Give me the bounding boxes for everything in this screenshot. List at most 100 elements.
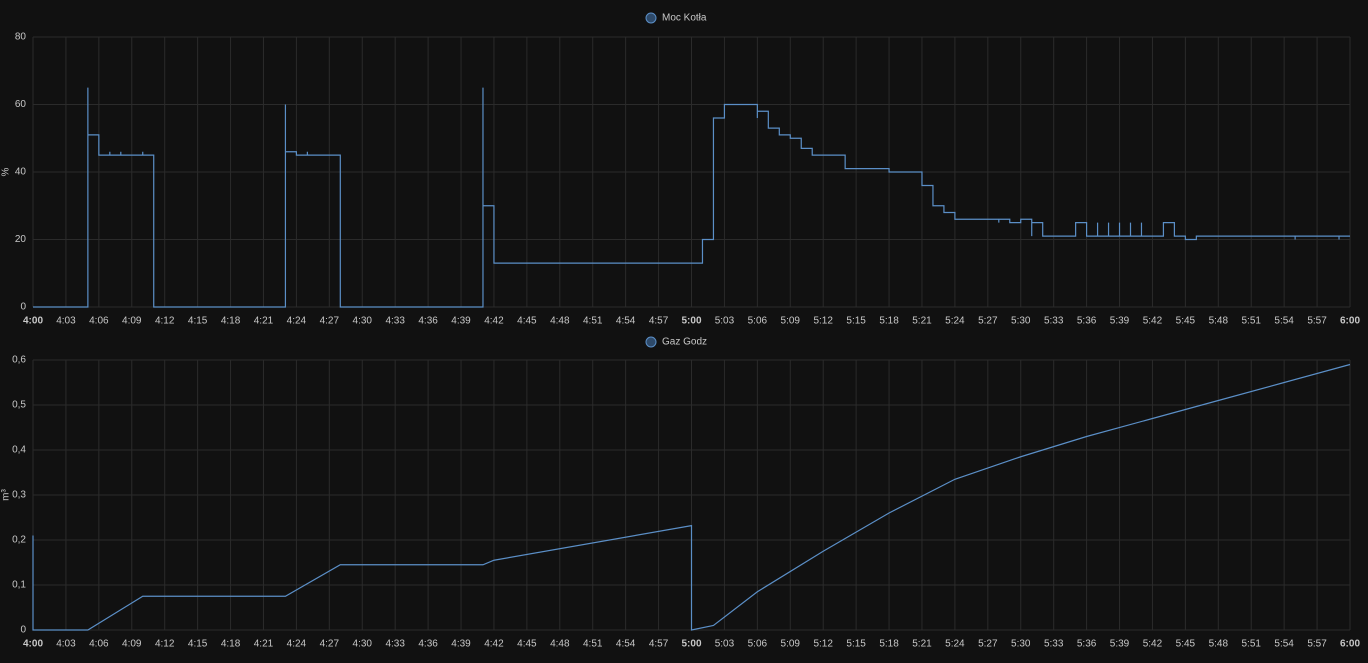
x-tick-label: 5:48: [1209, 316, 1229, 327]
x-tick-label: 5:39: [1110, 639, 1130, 650]
x-tick-label: 5:57: [1307, 639, 1327, 650]
x-tick-label: 5:39: [1110, 316, 1130, 327]
x-tick-label: 5:51: [1241, 639, 1261, 650]
x-tick-label: 5:18: [879, 639, 899, 650]
y-tick-label: 60: [15, 99, 27, 110]
x-tick-label: 5:30: [1011, 316, 1031, 327]
y-tick-label: 80: [15, 32, 27, 43]
x-tick-label: 4:30: [353, 316, 373, 327]
y-tick-label: 0,4: [12, 445, 26, 456]
x-tick-label: 5:18: [879, 316, 899, 327]
x-tick-label: 5:33: [1044, 316, 1064, 327]
x-tick-label: 5:24: [945, 316, 965, 327]
x-tick-label: 5:33: [1044, 639, 1064, 650]
x-tick-label: 4:03: [56, 639, 76, 650]
x-tick-label: 6:00: [1340, 639, 1360, 650]
x-tick-label: 4:03: [56, 316, 76, 327]
y-tick-label: 40: [15, 167, 27, 178]
legend-swatch: [645, 12, 657, 24]
x-tick-label: 5:57: [1307, 316, 1327, 327]
x-tick-label: 4:57: [649, 316, 669, 327]
x-tick-label: 5:09: [781, 639, 801, 650]
x-tick-label: 4:15: [188, 639, 208, 650]
x-tick-label: 4:21: [254, 639, 274, 650]
y-tick-label: 0,3: [12, 490, 26, 501]
x-tick-label: 4:45: [517, 639, 537, 650]
x-tick-label: 4:21: [254, 316, 274, 327]
x-tick-label: 4:33: [385, 639, 405, 650]
legend-item: Gaz Godz: [645, 336, 707, 348]
x-tick-label: 5:21: [912, 639, 932, 650]
y-tick-label: 0,2: [12, 535, 26, 546]
x-tick-label: 4:06: [89, 639, 109, 650]
legend-label: Gaz Godz: [662, 337, 707, 348]
x-tick-label: 4:45: [517, 316, 537, 327]
y-axis-label: %: [1, 167, 12, 176]
x-tick-label: 4:42: [484, 639, 504, 650]
x-tick-label: 4:24: [287, 639, 307, 650]
x-tick-label: 4:12: [155, 316, 175, 327]
x-tick-label: 4:12: [155, 639, 175, 650]
x-tick-label: 4:24: [287, 316, 307, 327]
x-tick-label: 5:54: [1274, 639, 1294, 650]
x-tick-label: 4:51: [583, 316, 603, 327]
x-tick-label: 4:33: [385, 316, 405, 327]
x-tick-label: 4:36: [418, 639, 438, 650]
x-tick-label: 5:09: [781, 316, 801, 327]
y-tick-label: 0,5: [12, 400, 26, 411]
x-tick-label: 4:18: [221, 316, 241, 327]
legend-item: Moc Kotła: [645, 12, 707, 24]
x-tick-label: 4:54: [616, 316, 636, 327]
x-tick-label: 5:00: [681, 639, 701, 650]
y-axis-label: m³: [1, 489, 12, 501]
y-tick-label: 0: [20, 302, 26, 313]
x-tick-label: 4:18: [221, 639, 241, 650]
x-tick-label: 4:36: [418, 316, 438, 327]
x-tick-label: 4:27: [320, 316, 340, 327]
x-tick-label: 4:48: [550, 639, 570, 650]
y-tick-label: 0,6: [12, 355, 26, 366]
x-tick-label: 4:09: [122, 316, 142, 327]
x-tick-label: 5:00: [681, 316, 701, 327]
x-tick-label: 4:30: [353, 639, 373, 650]
legend-label: Moc Kotła: [662, 13, 707, 24]
y-tick-label: 0: [20, 625, 26, 636]
x-tick-label: 5:03: [715, 639, 735, 650]
x-tick-label: 5:27: [978, 316, 998, 327]
x-tick-label: 4:42: [484, 316, 504, 327]
x-tick-label: 4:57: [649, 639, 669, 650]
x-tick-label: 5:54: [1274, 316, 1294, 327]
x-tick-label: 5:06: [748, 639, 768, 650]
x-tick-label: 5:45: [1176, 639, 1196, 650]
legend-swatch: [645, 336, 657, 348]
x-tick-label: 4:15: [188, 316, 208, 327]
x-tick-label: 5:36: [1077, 639, 1097, 650]
x-tick-label: 5:03: [715, 316, 735, 327]
x-tick-label: 4:00: [23, 316, 43, 327]
x-tick-label: 5:30: [1011, 639, 1031, 650]
x-tick-label: 5:42: [1143, 639, 1163, 650]
x-tick-label: 4:00: [23, 639, 43, 650]
x-tick-label: 5:24: [945, 639, 965, 650]
y-tick-label: 0,1: [12, 580, 26, 591]
line-series: [32, 363, 1351, 631]
y-tick-label: 20: [15, 234, 27, 245]
x-tick-label: 4:48: [550, 316, 570, 327]
x-tick-label: 4:09: [122, 639, 142, 650]
x-tick-label: 5:12: [813, 316, 833, 327]
x-tick-label: 4:54: [616, 639, 636, 650]
x-tick-label: 4:51: [583, 639, 603, 650]
x-tick-label: 5:45: [1176, 316, 1196, 327]
x-tick-label: 6:00: [1340, 316, 1360, 327]
x-tick-label: 5:15: [846, 639, 866, 650]
x-tick-label: 5:27: [978, 639, 998, 650]
x-tick-label: 5:15: [846, 316, 866, 327]
x-tick-label: 5:06: [748, 316, 768, 327]
x-tick-label: 4:06: [89, 316, 109, 327]
x-tick-label: 5:48: [1209, 639, 1229, 650]
x-tick-label: 5:21: [912, 316, 932, 327]
x-tick-label: 4:27: [320, 639, 340, 650]
x-tick-label: 4:39: [451, 316, 471, 327]
